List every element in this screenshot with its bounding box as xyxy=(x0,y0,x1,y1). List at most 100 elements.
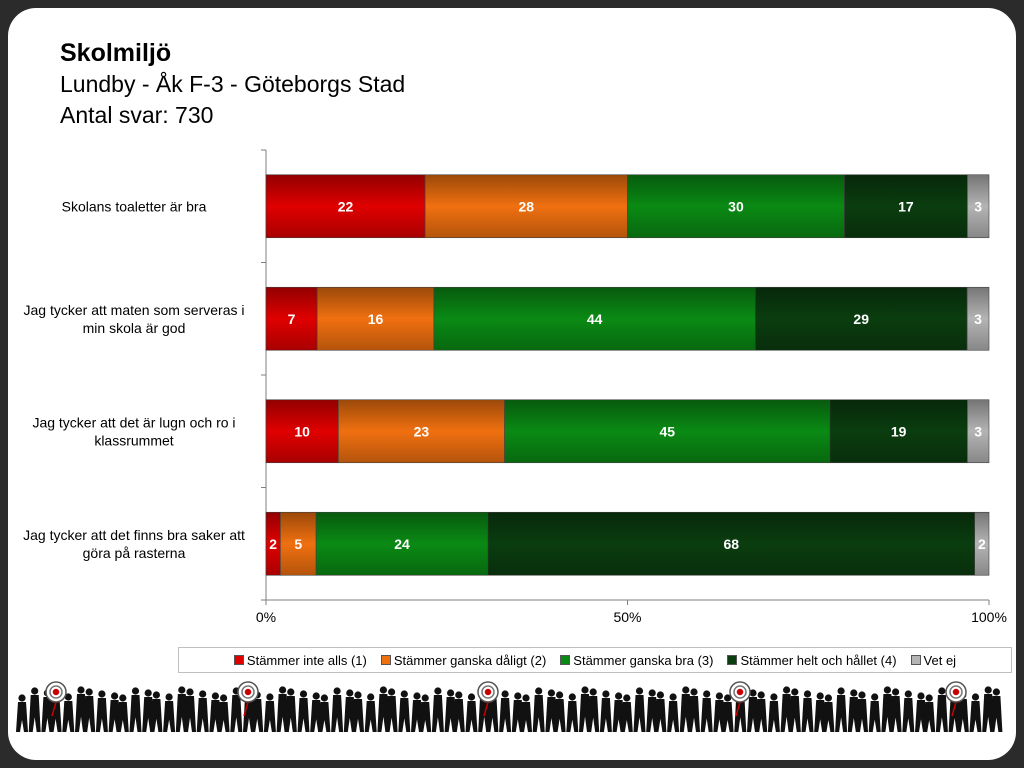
bar-value-label: 19 xyxy=(891,423,907,439)
bar-segment xyxy=(504,399,831,464)
chart-title: Skolmiljö xyxy=(60,39,172,67)
person-silhouette xyxy=(801,690,814,732)
person-silhouette xyxy=(654,691,667,732)
person-silhouette xyxy=(116,694,129,732)
person-silhouette xyxy=(587,688,600,732)
chart-subtitle: Lundby - Åk F-3 - Göteborgs Stad xyxy=(60,71,406,97)
slide: Skolmiljö Lundby - Åk F-3 - Göteborgs St… xyxy=(8,8,1016,760)
x-tick-label: 100% xyxy=(971,609,1007,625)
legend-item: Vet ej xyxy=(910,652,957,668)
category-label: Jag tycker att det är lugn och ro i xyxy=(32,414,235,430)
person-silhouette xyxy=(520,694,532,732)
bar-value-label: 23 xyxy=(414,423,430,439)
legend-label: Stämmer ganska bra (3) xyxy=(573,652,714,668)
category-label: Jag tycker att maten som serveras i xyxy=(24,302,245,318)
person-silhouette xyxy=(318,694,331,732)
x-tick-label: 50% xyxy=(613,609,641,625)
bar-segment xyxy=(265,286,318,351)
person-silhouette xyxy=(465,693,478,732)
bar-value-label: 3 xyxy=(974,311,982,327)
person-silhouette xyxy=(532,687,545,732)
person-silhouette xyxy=(196,690,209,732)
person-silhouette xyxy=(184,688,196,732)
person-silhouette xyxy=(284,688,297,732)
person-silhouette xyxy=(633,687,646,732)
bar-value-label: 10 xyxy=(294,423,310,439)
bar-value-label: 24 xyxy=(394,536,410,552)
legend-label: Vet ej xyxy=(923,652,957,668)
person-silhouette xyxy=(553,691,566,732)
bar-value-label: 2 xyxy=(269,536,277,552)
person-silhouette xyxy=(990,688,1003,732)
person-silhouette xyxy=(150,691,163,732)
bar-value-label: 17 xyxy=(898,198,914,214)
person-silhouette xyxy=(923,694,936,732)
person-silhouette xyxy=(452,691,465,732)
bar-value-label: 68 xyxy=(724,536,740,552)
person-silhouette xyxy=(902,690,915,732)
person-silhouette xyxy=(935,687,948,732)
person-silhouette xyxy=(868,693,881,732)
person-silhouette xyxy=(95,690,108,732)
person-silhouette xyxy=(297,690,310,732)
person-silhouette xyxy=(129,687,142,732)
legend-swatch xyxy=(910,655,921,665)
bar-value-label: 3 xyxy=(974,423,982,439)
legend-item: Stämmer ganska dåligt (2) xyxy=(380,652,547,668)
target-marker-icon xyxy=(945,681,967,717)
person-silhouette xyxy=(364,693,377,732)
x-tick-label: 0% xyxy=(256,609,276,625)
legend-label: Stämmer helt och hållet (4) xyxy=(740,652,897,668)
person-silhouette xyxy=(398,690,411,732)
bar-value-label: 45 xyxy=(659,423,675,439)
bar-value-label: 16 xyxy=(368,311,384,327)
target-marker-icon xyxy=(45,681,67,717)
chart-legend: Stämmer inte alls (1) Stämmer ganska dåli… xyxy=(178,647,1012,673)
bar-segment xyxy=(424,174,628,239)
person-silhouette xyxy=(599,690,612,732)
person-silhouette xyxy=(217,694,230,732)
person-silhouette xyxy=(767,693,780,732)
person-silhouette xyxy=(620,694,633,732)
person-silhouette xyxy=(431,687,444,732)
person-silhouette xyxy=(385,688,398,732)
bar-value-label: 29 xyxy=(853,311,869,327)
legend-swatch xyxy=(380,655,391,665)
header: Skolmiljö Lundby - Åk F-3 - Göteborgs St… xyxy=(60,38,405,131)
legend-label: Stämmer ganska dåligt (2) xyxy=(393,652,547,668)
bar-value-label: 30 xyxy=(728,198,744,214)
category-label: min skola är god xyxy=(83,320,186,336)
legend-swatch xyxy=(233,655,244,665)
person-silhouette xyxy=(889,688,902,732)
legend-item: Stämmer ganska bra (3) xyxy=(560,653,713,668)
bar-value-label: 22 xyxy=(338,198,354,214)
bar-value-label: 44 xyxy=(587,311,603,327)
person-silhouette xyxy=(163,693,176,732)
person-silhouette xyxy=(667,693,680,732)
person-silhouette xyxy=(788,688,801,732)
person-silhouette xyxy=(835,687,848,732)
response-count: Antal svar: 730 xyxy=(60,102,214,128)
bar-value-label: 3 xyxy=(974,198,982,214)
bar-segment xyxy=(974,511,990,576)
bar-segment xyxy=(487,511,975,576)
target-marker-icon xyxy=(477,681,499,717)
person-silhouette xyxy=(83,688,96,732)
legend-item: Stämmer helt och hållet (4) xyxy=(727,652,897,668)
bar-segment xyxy=(829,399,968,464)
bar-value-label: 5 xyxy=(294,536,302,552)
person-silhouette xyxy=(263,693,276,732)
bar-segment xyxy=(316,286,435,351)
bar-value-label: 2 xyxy=(978,536,986,552)
category-label: Skolans toaletter är bra xyxy=(62,198,207,214)
bar-segment xyxy=(265,399,339,464)
target-marker-icon xyxy=(729,681,751,717)
legend-label: Stämmer inte alls (1) xyxy=(246,652,367,668)
bar-segment xyxy=(265,174,426,239)
bar-segment xyxy=(966,286,990,351)
bar-segment xyxy=(433,286,756,351)
person-silhouette xyxy=(499,690,512,732)
legend-swatch xyxy=(727,655,738,665)
walking-people-decoration xyxy=(16,681,1003,732)
